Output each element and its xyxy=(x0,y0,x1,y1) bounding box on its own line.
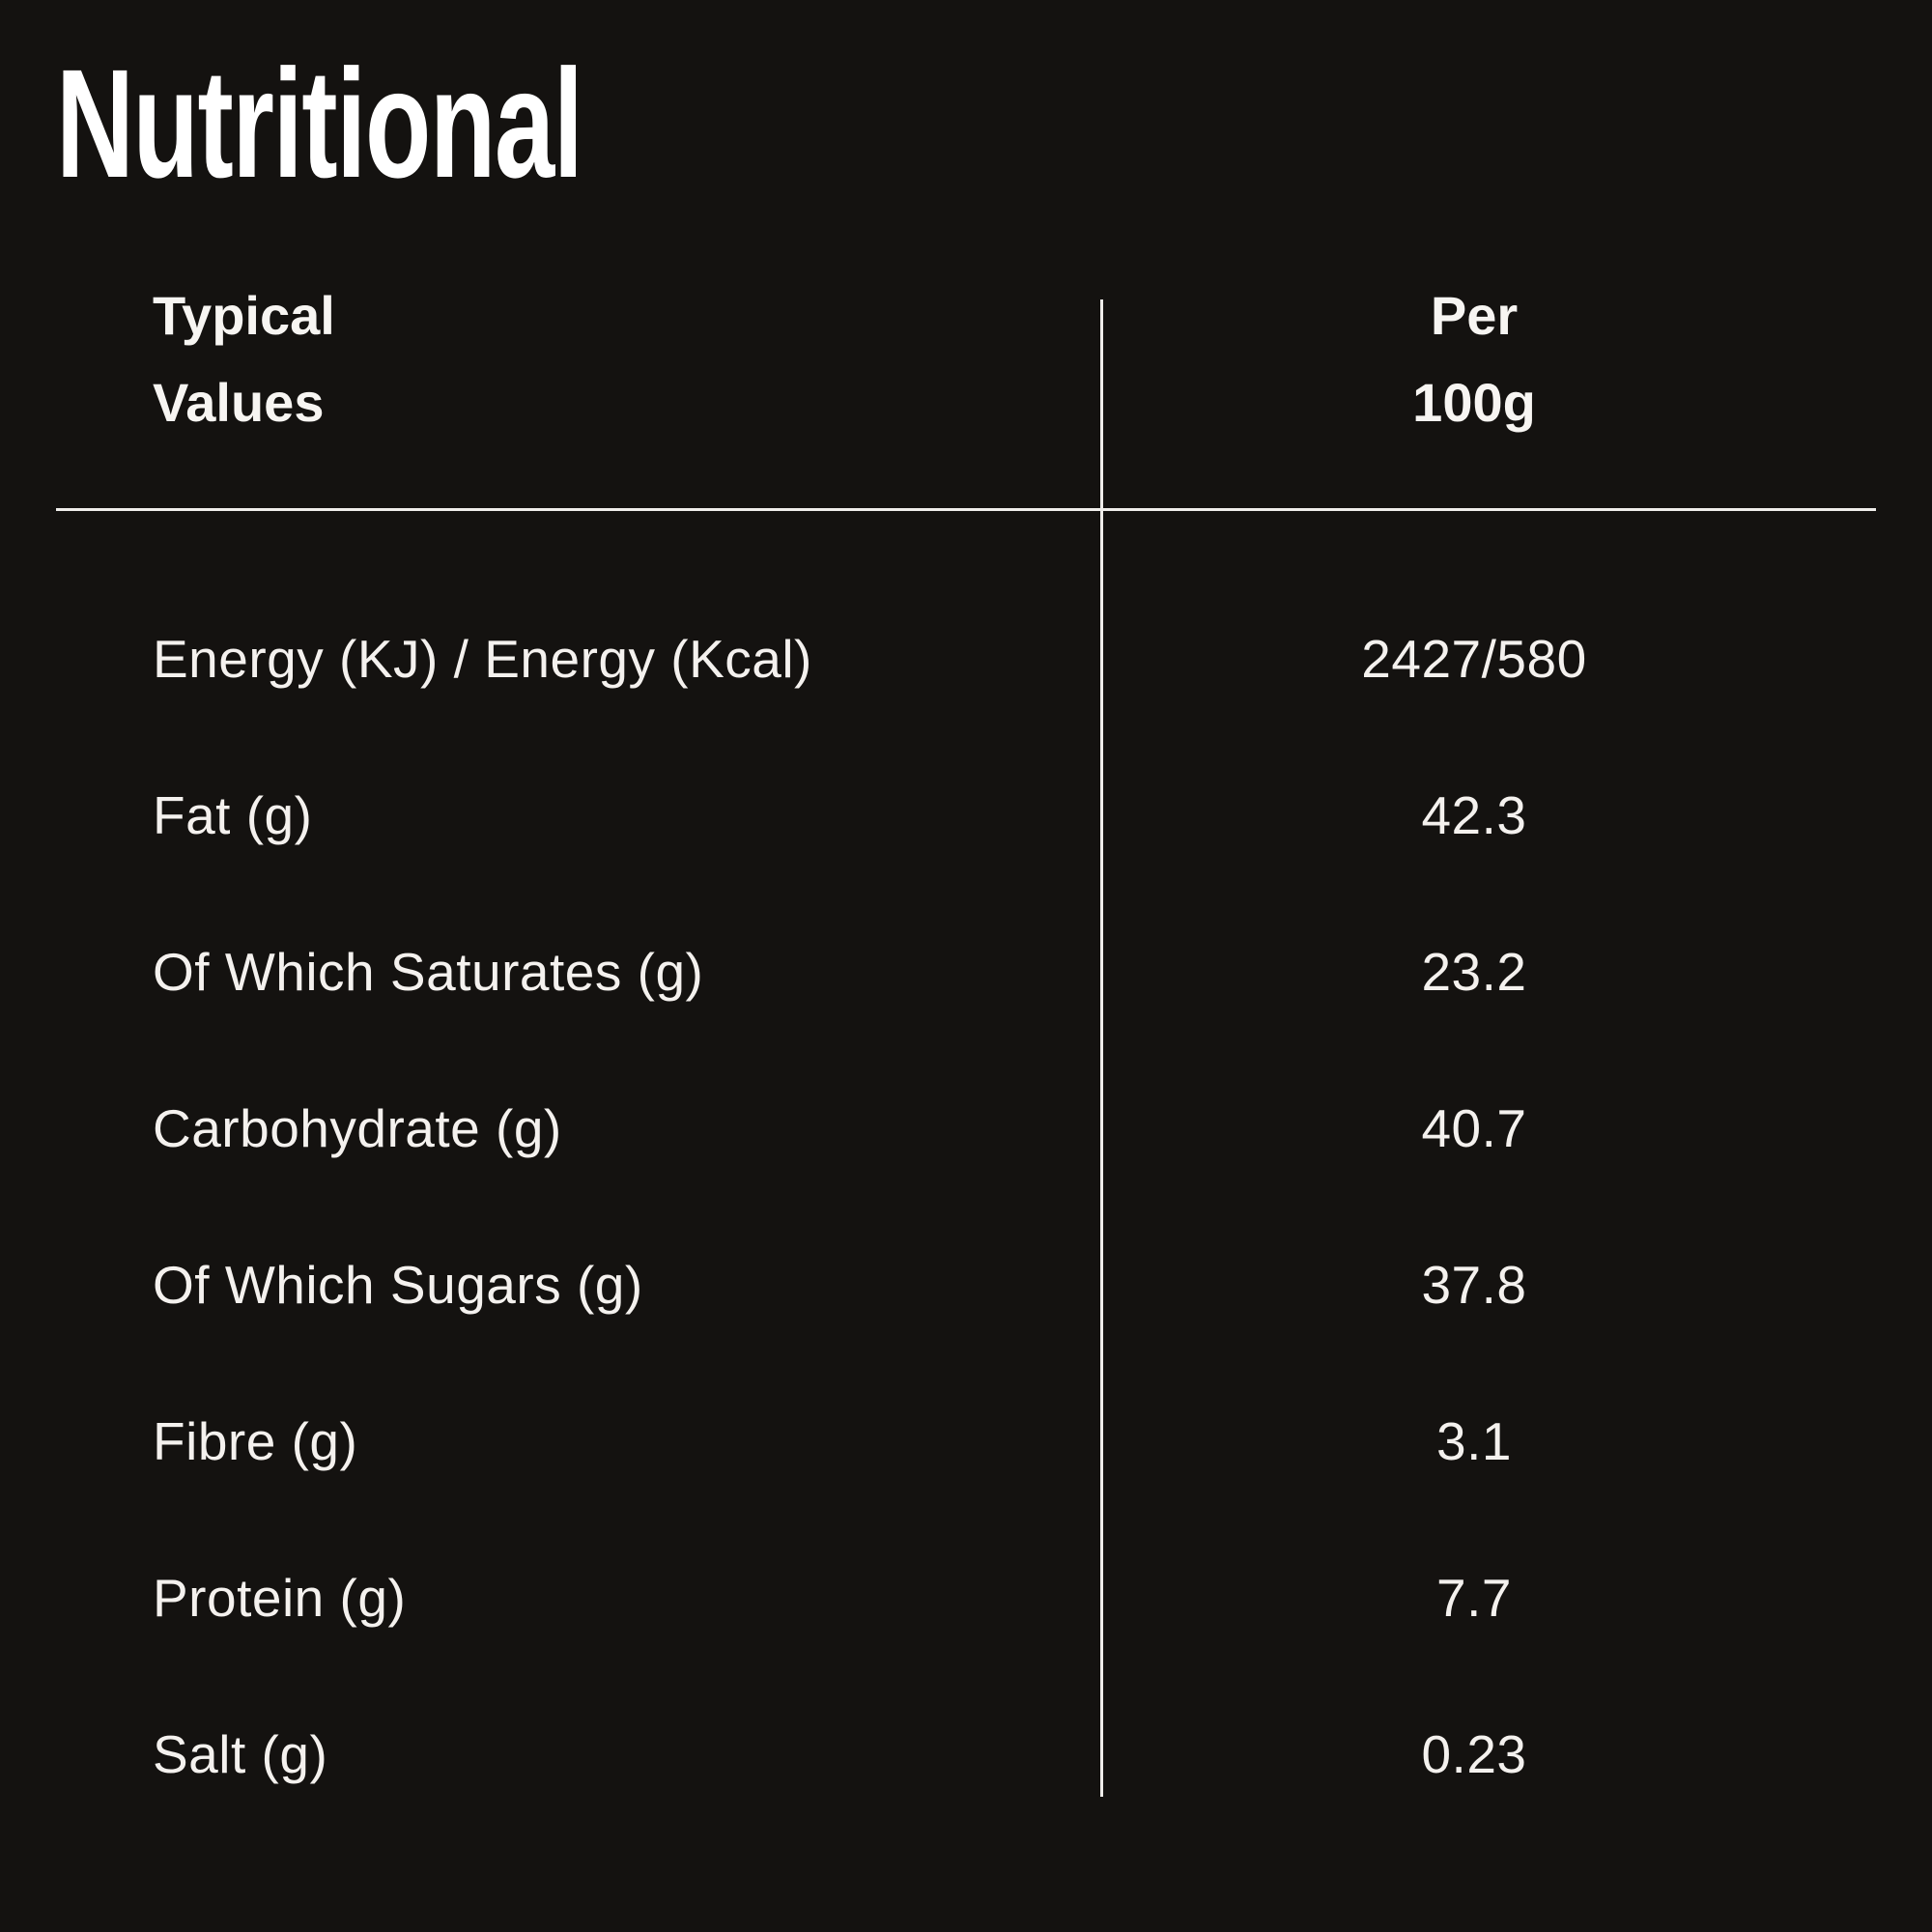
nutrient-value: 40.7 xyxy=(1421,1098,1527,1158)
nutrient-value: 0.23 xyxy=(1421,1724,1527,1784)
nutrient-value: 23.2 xyxy=(1421,942,1527,1002)
nutrient-value: 37.8 xyxy=(1421,1255,1527,1315)
table-row: Fibre (g) 3.1 xyxy=(0,1363,1932,1520)
table-row: Protein (g) 7.7 xyxy=(0,1520,1932,1676)
nutrient-value: 3.1 xyxy=(1436,1411,1512,1471)
nutrient-label: Carbohydrate (g) xyxy=(153,1098,562,1158)
page-title: Nutritional xyxy=(56,37,583,210)
nutrient-label: Protein (g) xyxy=(153,1568,407,1628)
nutrient-value: 2427/580 xyxy=(1361,629,1587,689)
nutrient-value: 7.7 xyxy=(1436,1568,1512,1628)
column-header-per-100g: Per 100g xyxy=(1101,272,1847,446)
nutrient-label: Fibre (g) xyxy=(153,1411,358,1471)
header-per-line: Per xyxy=(1430,285,1519,346)
nutrient-label: Of Which Sugars (g) xyxy=(153,1255,643,1315)
table-row: Of Which Saturates (g) 23.2 xyxy=(0,894,1932,1050)
header-100g-line: 100g xyxy=(1412,372,1536,433)
table-row: Energy (KJ) / Energy (Kcal) 2427/580 xyxy=(0,581,1932,737)
nutrient-label: Of Which Saturates (g) xyxy=(153,942,704,1002)
nutrient-label: Fat (g) xyxy=(153,785,313,845)
nutrient-label: Salt (g) xyxy=(153,1724,328,1784)
nutrient-label: Energy (KJ) / Energy (Kcal) xyxy=(153,629,812,689)
column-header-typical-values: Typical Values xyxy=(153,272,335,446)
header-divider-line xyxy=(56,508,1876,511)
nutrition-table-body: Energy (KJ) / Energy (Kcal) 2427/580 Fat… xyxy=(0,581,1932,1833)
header-typical-line: Typical xyxy=(153,285,335,346)
header-values-line: Values xyxy=(153,372,325,433)
table-row: Salt (g) 0.23 xyxy=(0,1676,1932,1833)
table-row: Carbohydrate (g) 40.7 xyxy=(0,1050,1932,1207)
table-row: Fat (g) 42.3 xyxy=(0,737,1932,894)
table-row: Of Which Sugars (g) 37.8 xyxy=(0,1207,1932,1363)
nutrient-value: 42.3 xyxy=(1421,785,1527,845)
column-divider-line xyxy=(1100,299,1103,1797)
